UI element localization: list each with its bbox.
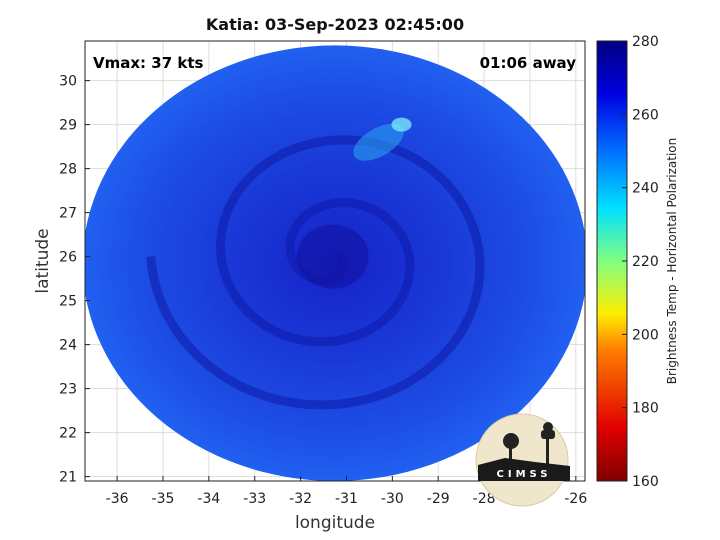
y-tick-label: 28 — [59, 162, 77, 178]
y-tick-label: 22 — [59, 426, 77, 442]
x-tick-label: -26 — [564, 491, 587, 507]
x-tick-label: -36 — [106, 491, 129, 507]
y-tick-label: 23 — [59, 382, 77, 398]
plot-frame — [84, 40, 586, 482]
vmax-annotation: Vmax: 37 kts — [93, 54, 203, 72]
x-axis-label: longitude — [295, 513, 375, 533]
colorbar-tick-label: 200 — [632, 327, 659, 343]
cimss-logo: CIMSS — [475, 413, 570, 507]
x-tick-label: -32 — [289, 491, 312, 507]
chart-title: Katia: 03-Sep-2023 02:45:00 — [206, 15, 464, 34]
x-tick-label: -31 — [335, 491, 358, 507]
y-axis-ticks: 21 22 23 24 25 26 27 28 29 30 — [59, 74, 90, 486]
y-tick-label: 26 — [59, 250, 77, 266]
y-tick-label: 29 — [59, 118, 77, 134]
y-tick-label: 30 — [59, 74, 77, 90]
warm-cloud-peak — [391, 117, 412, 132]
x-tick-label: -35 — [152, 491, 175, 507]
colorbar-tick-label: 240 — [632, 181, 659, 197]
x-tick-label: -28 — [473, 491, 496, 507]
x-tick-label: -29 — [427, 491, 450, 507]
y-tick-label: 24 — [59, 338, 77, 354]
warm-cloud-band — [353, 123, 404, 161]
colorbar-tick-label: 280 — [632, 34, 659, 50]
x-tick-label: -34 — [197, 491, 220, 507]
colorbar-tick-label: 260 — [632, 107, 659, 123]
y-tick-label: 27 — [59, 206, 77, 222]
y-tick-label: 21 — [59, 470, 77, 486]
x-tick-label: -33 — [243, 491, 266, 507]
time-away-annotation: 01:06 away — [480, 54, 577, 72]
colorbar-tick-label: 180 — [632, 401, 659, 417]
storm-core — [296, 224, 369, 289]
cimss-logo-text: CIMSS — [497, 469, 552, 480]
swath-texture — [146, 117, 485, 410]
colorbar-tick-label: 160 — [632, 474, 659, 490]
x-axis-ticks: -36-35-34-33-32-31-30-29-28-27-26 — [106, 476, 587, 507]
y-axis-label: latitude — [33, 228, 53, 293]
colorbar-label: Brightness Temp - Horizontal Polarizatio… — [665, 138, 679, 385]
colorbar-ticks: 160 180 200 220 240 260 280 — [622, 34, 659, 490]
y-tick-label: 25 — [59, 294, 77, 310]
colorbar-tick-label: 220 — [632, 254, 659, 270]
x-tick-label: -30 — [381, 491, 404, 507]
